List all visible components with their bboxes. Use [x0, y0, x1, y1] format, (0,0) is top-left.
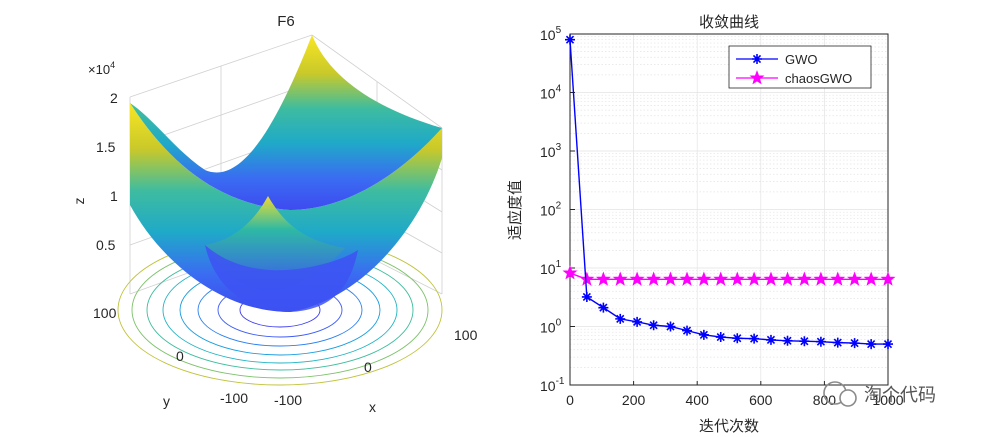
data-point-chaosgwo — [696, 271, 712, 286]
data-point-chaosgwo — [847, 271, 863, 286]
watermark: 淘个代码 — [823, 381, 936, 407]
data-point-chaosgwo — [579, 271, 595, 286]
z-tick-label: 1 — [110, 188, 118, 204]
x-tick-label: 400 — [686, 392, 710, 408]
surface-exponent-label: ×104 — [88, 60, 115, 77]
x-tick-label: 0 — [364, 359, 372, 375]
y-tick-label: 102 — [540, 201, 562, 219]
data-point-chaosgwo — [629, 271, 645, 286]
data-point-gwo — [799, 336, 810, 347]
data-point-chaosgwo — [612, 271, 628, 286]
x-tick-label: 800 — [813, 392, 837, 408]
base-contours — [117, 234, 443, 386]
data-point-chaosgwo — [729, 271, 745, 286]
data-point-chaosgwo — [796, 271, 812, 286]
x-tick-label: 200 — [622, 392, 646, 408]
y-tick-label: 10-1 — [540, 376, 565, 394]
chart-x-axis-label: 迭代次数 — [699, 417, 759, 435]
y-tick-label: 105 — [540, 25, 562, 43]
data-point-gwo — [698, 329, 709, 340]
data-point-chaosgwo — [595, 271, 611, 286]
y-tick-label: 100 — [540, 318, 562, 336]
x-axis-label: x — [369, 399, 376, 415]
chart-title: 收敛曲线 — [699, 13, 759, 31]
data-point-chaosgwo — [646, 271, 662, 286]
y-tick-label: 104 — [540, 84, 562, 102]
data-point-chaosgwo — [562, 265, 578, 280]
legend-marker-symbol — [749, 70, 765, 85]
data-point-gwo — [715, 332, 726, 343]
data-point-gwo — [665, 321, 676, 332]
data-point-chaosgwo — [830, 271, 846, 286]
data-point-gwo — [749, 333, 760, 344]
data-point-chaosgwo — [813, 271, 829, 286]
data-point-gwo — [732, 333, 743, 344]
watermark-text: 淘个代码 — [864, 385, 936, 406]
chart-ticks: 0 200 400 600 800 1000 10-1 100 101 102 103 104 105 — [540, 25, 904, 408]
data-point-gwo — [615, 313, 626, 324]
data-point-gwo — [832, 337, 843, 348]
surface-plot: ×104 2 1.5 1 0.5 z 100 0 -100 y -100 0 1… — [71, 13, 478, 415]
convergence-chart: 0 200 400 600 800 100010-1100101102103104105 … — [506, 13, 904, 435]
x-tick-label: 100 — [454, 327, 478, 343]
data-point-gwo — [782, 335, 793, 346]
z-tick-label: 1.5 — [96, 139, 116, 155]
data-point-gwo — [849, 338, 860, 349]
x-tick-label: 1000 — [872, 392, 903, 408]
chart-legend: GWO chaosGWO — [728, 45, 872, 89]
data-point-gwo — [581, 291, 592, 302]
data-point-chaosgwo — [663, 271, 678, 286]
chart-y-axis-label: 适应度值 — [506, 180, 524, 240]
data-point-chaosgwo — [880, 271, 896, 286]
x-tick-label: 0 — [566, 392, 574, 408]
legend-marker-chaosgwo — [749, 70, 765, 85]
data-point-gwo — [866, 339, 877, 350]
data-point-chaosgwo — [863, 271, 879, 286]
legend-label-gwo: GWO — [785, 52, 818, 67]
data-point-chaosgwo — [746, 271, 762, 286]
y-tick-label: 100 — [93, 305, 117, 321]
data-point-gwo — [883, 339, 893, 350]
data-point-gwo — [598, 302, 609, 313]
data-point-chaosgwo — [679, 271, 695, 286]
legend-marker-gwo — [752, 54, 762, 64]
y-tick-label: 101 — [540, 259, 562, 277]
legend-label-chaosgwo: chaosGWO — [785, 71, 852, 86]
y-tick-label: -100 — [220, 390, 248, 406]
y-tick-label: 0 — [176, 348, 184, 364]
z-tick-label: 0.5 — [96, 237, 116, 253]
data-point-chaosgwo — [713, 271, 729, 286]
y-tick-label: 103 — [540, 142, 562, 160]
data-point-gwo — [565, 34, 575, 45]
y-axis-label: y — [163, 393, 170, 409]
data-point-chaosgwo — [763, 271, 779, 286]
data-point-gwo — [765, 334, 776, 345]
legend-box — [728, 45, 872, 89]
data-point-gwo — [682, 325, 693, 336]
z-tick-label: 2 — [110, 90, 118, 106]
chart-series — [562, 34, 896, 350]
surface-title: F6 — [277, 13, 295, 30]
surface-mesh — [130, 35, 442, 312]
data-point-gwo — [815, 336, 826, 347]
data-point-gwo — [632, 316, 643, 327]
x-tick-label: -100 — [274, 392, 302, 408]
data-point-chaosgwo — [780, 271, 795, 286]
wechat-logo-icon — [839, 389, 857, 407]
legend-marker-symbol — [752, 54, 762, 64]
x-tick-label: 600 — [749, 392, 773, 408]
z-axis-label: z — [71, 198, 87, 205]
data-point-gwo — [648, 320, 659, 331]
